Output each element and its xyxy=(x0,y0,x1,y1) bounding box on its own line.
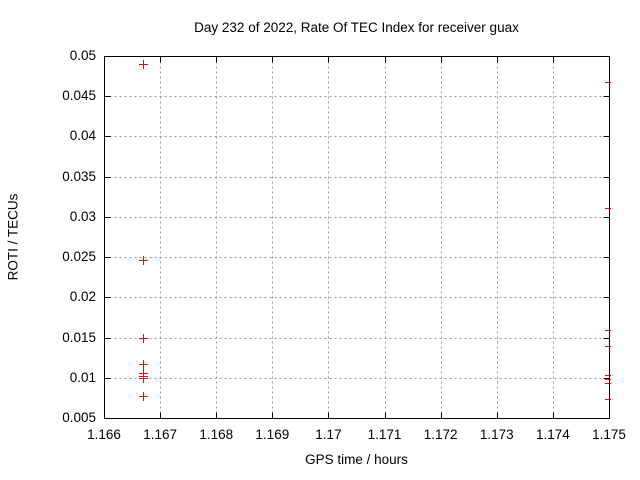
plot-area xyxy=(104,56,611,419)
x-tick-label: 1.167 xyxy=(143,427,177,442)
x-tick-label: 1.169 xyxy=(255,427,290,442)
y-tick-label: 0.01 xyxy=(69,369,96,385)
y-tick-label: 0.02 xyxy=(69,289,96,305)
x-tick-label: 1.173 xyxy=(479,427,514,442)
y-axis-label: ROTI / TECUs xyxy=(5,193,21,281)
x-tick-label: 1.17 xyxy=(315,427,342,442)
plot-border xyxy=(104,56,610,419)
y-tick-label: 0.035 xyxy=(62,168,96,184)
y-tick-label: 0.015 xyxy=(62,329,96,345)
y-tick-label: 0.03 xyxy=(69,208,96,224)
x-tick-label: 1.172 xyxy=(423,427,458,442)
x-tick-label: 1.166 xyxy=(87,427,121,442)
y-tick-label: 0.005 xyxy=(62,410,96,425)
x-tick-label: 1.175 xyxy=(592,427,626,442)
x-axis-label: GPS time / hours xyxy=(305,452,408,467)
y-tick-label: 0.05 xyxy=(69,48,96,63)
x-tick-label: 1.168 xyxy=(199,427,234,442)
x-tick-label: 1.174 xyxy=(535,427,570,442)
x-tick-label: 1.171 xyxy=(367,427,402,442)
y-tick-label: 0.025 xyxy=(62,249,96,265)
y-tick-label: 0.04 xyxy=(69,128,96,144)
chart-title: Day 232 of 2022, Rate Of TEC Index for r… xyxy=(194,20,519,35)
y-tick-label: 0.045 xyxy=(62,88,96,104)
